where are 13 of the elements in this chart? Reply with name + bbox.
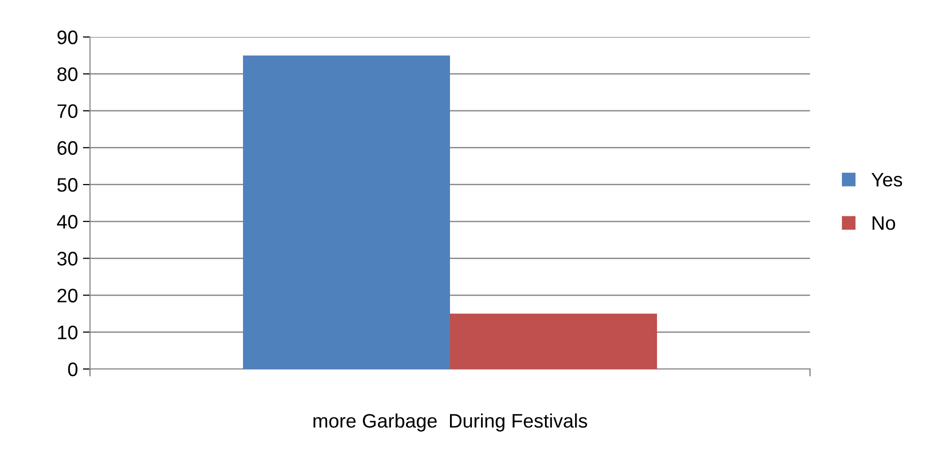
y-tick-label: 0 bbox=[68, 362, 78, 376]
y-tick-label: 90 bbox=[57, 30, 78, 44]
y-tick-label: 40 bbox=[57, 214, 78, 229]
y-tick-label: 10 bbox=[58, 326, 78, 340]
legend-label: No bbox=[872, 216, 896, 230]
y-tick-label: 80 bbox=[57, 67, 78, 82]
y-tick-label: 50 bbox=[57, 178, 78, 192]
x-tick-label: more Garbage During Festivals bbox=[314, 413, 588, 432]
y-tick-label: 70 bbox=[58, 104, 78, 118]
legend-label: Yes bbox=[871, 172, 902, 187]
y-tick-label: 20 bbox=[58, 288, 78, 302]
y-tick-label: 60 bbox=[58, 141, 78, 155]
y-tick-label: 30 bbox=[57, 252, 78, 266]
